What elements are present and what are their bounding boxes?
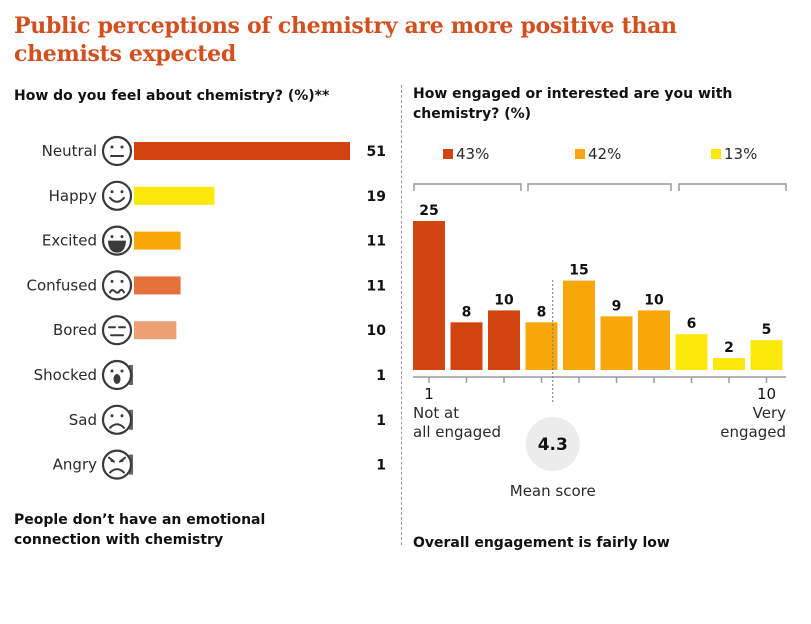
right-chart-title: How engaged or interested are you with c…	[413, 86, 733, 122]
legend-label: 43%	[456, 145, 489, 163]
emotion-value: 19	[367, 189, 386, 205]
emotion-value: 1	[376, 458, 386, 474]
neutral-face-icon	[101, 135, 133, 167]
sad-face-icon	[101, 404, 133, 435]
x-tick-label: 1	[424, 385, 434, 403]
emotion-bar	[134, 276, 181, 295]
right-caption: Overall engagement is fairly low	[413, 535, 670, 551]
engagement-value: 8	[462, 304, 472, 320]
engagement-bar	[600, 316, 633, 370]
engagement-value: 9	[612, 298, 622, 314]
engagement-value: 5	[762, 322, 772, 338]
group-bracket	[678, 183, 787, 191]
engagement-value: 15	[569, 263, 588, 279]
emotion-label: Neutral	[42, 142, 97, 160]
emotion-label: Excited	[42, 232, 97, 250]
engagement-value: 6	[687, 316, 697, 332]
mean-label: Mean score	[510, 482, 596, 500]
confused-face-icon	[101, 270, 133, 301]
emotion-value: 11	[367, 234, 386, 250]
panel-divider	[401, 85, 402, 545]
x-tick-label: 10	[757, 385, 776, 403]
legend-swatch	[575, 149, 585, 159]
engagement-bar	[638, 310, 670, 370]
x-min-label: Not at	[413, 404, 459, 422]
legend-label: 42%	[588, 145, 621, 163]
emotion-label: Confused	[26, 276, 97, 294]
angry-face-icon	[101, 449, 133, 480]
engagement-bar	[488, 310, 520, 370]
mean-circle	[525, 417, 580, 471]
engagement-bar	[750, 340, 783, 370]
legend-swatch	[443, 149, 453, 159]
engagement-value: 25	[419, 203, 438, 219]
bored-face-icon	[101, 315, 133, 346]
engagement-value: 10	[494, 292, 514, 308]
legend-label: 13%	[724, 145, 757, 163]
engagement-bar	[713, 358, 745, 370]
emotion-value: 1	[376, 368, 386, 384]
emotion-label: Shocked	[34, 366, 97, 384]
chart-title: Public perceptions of chemistry are more…	[14, 13, 677, 67]
x-min-label: all engaged	[413, 423, 501, 441]
emotion-value: 51	[367, 144, 386, 160]
group-bracket	[413, 183, 522, 191]
excited-face-icon	[101, 225, 133, 256]
emotion-label: Happy	[49, 187, 98, 205]
happy-face-icon	[101, 180, 133, 211]
emotion-label: Bored	[53, 321, 97, 339]
emotion-bar	[134, 186, 215, 205]
x-max-label: Very	[753, 404, 786, 422]
engagement-bar	[525, 322, 558, 370]
engagement-bar	[450, 322, 483, 370]
engagement-bar	[413, 221, 445, 370]
emotion-label: Angry	[53, 456, 97, 474]
shocked-face-icon	[101, 359, 133, 391]
engagement-bar	[675, 334, 708, 370]
emotion-label: Sad	[69, 411, 97, 429]
emotion-value: 1	[376, 413, 386, 429]
emotion-bar	[134, 321, 177, 340]
mean-value: 4.3	[538, 435, 568, 455]
emotion-bar	[134, 142, 350, 160]
x-max-label: engaged	[720, 423, 786, 441]
legend-swatch	[711, 149, 721, 159]
emotion-value: 11	[367, 278, 386, 294]
engagement-bar	[563, 280, 595, 370]
left-chart-title: How do you feel about chemistry? (%)**	[14, 88, 330, 104]
engagement-value: 8	[537, 304, 547, 320]
emotion-bar	[134, 231, 181, 250]
group-bracket	[527, 183, 672, 191]
engagement-value: 2	[724, 340, 734, 356]
emotion-value: 10	[367, 323, 387, 339]
engagement-value: 10	[644, 292, 664, 308]
left-caption: People don’t have an emotional connectio…	[14, 512, 266, 548]
